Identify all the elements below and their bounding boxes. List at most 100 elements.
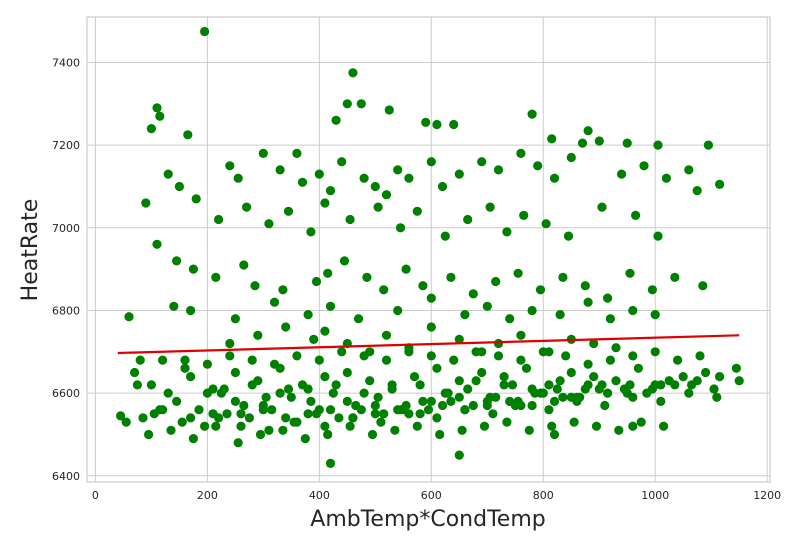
- data-point: [345, 421, 355, 431]
- data-point: [258, 148, 268, 158]
- data-point: [283, 206, 294, 216]
- data-point: [320, 372, 330, 382]
- data-point: [208, 409, 218, 419]
- data-point: [678, 372, 688, 382]
- data-point: [412, 421, 422, 431]
- data-point: [580, 281, 590, 291]
- data-point: [502, 227, 512, 237]
- data-point: [214, 214, 224, 225]
- data-point: [569, 417, 579, 427]
- data-point: [625, 268, 635, 278]
- data-point: [426, 322, 436, 332]
- data-point: [527, 109, 537, 119]
- data-point: [387, 384, 397, 394]
- data-point: [180, 355, 190, 365]
- data-point: [297, 177, 308, 187]
- data-point: [253, 330, 263, 340]
- data-point: [222, 409, 232, 419]
- data-point: [541, 219, 551, 229]
- data-point: [547, 134, 557, 144]
- data-point: [426, 396, 436, 406]
- data-point: [583, 359, 593, 369]
- data-point: [225, 351, 235, 361]
- data-point: [121, 417, 131, 427]
- data-point: [292, 148, 302, 158]
- data-point: [437, 400, 448, 411]
- data-point: [124, 312, 134, 322]
- data-point: [477, 367, 487, 378]
- data-point: [306, 227, 316, 237]
- x-tick-label: 1200: [753, 489, 781, 502]
- data-point: [219, 384, 229, 394]
- data-point: [516, 330, 526, 340]
- data-point: [449, 355, 459, 365]
- data-point: [242, 202, 252, 212]
- data-point: [384, 105, 394, 115]
- data-point: [300, 434, 310, 444]
- data-point: [379, 409, 389, 419]
- data-point: [146, 380, 156, 390]
- data-point: [432, 363, 442, 373]
- data-point: [191, 194, 201, 204]
- data-point: [650, 347, 660, 357]
- data-point: [477, 157, 487, 167]
- data-point: [527, 305, 537, 316]
- data-point: [563, 231, 574, 241]
- data-point: [558, 272, 568, 282]
- data-point: [348, 68, 358, 78]
- data-point: [172, 256, 182, 266]
- data-point: [247, 380, 257, 390]
- data-point: [323, 268, 333, 278]
- data-point: [158, 355, 168, 365]
- data-point: [597, 202, 607, 212]
- data-point: [404, 409, 414, 419]
- data-point: [454, 334, 464, 344]
- data-point: [258, 405, 268, 415]
- data-point: [244, 413, 254, 423]
- data-point: [659, 421, 669, 431]
- data-point: [135, 355, 145, 365]
- data-point: [555, 376, 565, 386]
- data-point: [488, 409, 498, 419]
- data-point: [709, 384, 719, 394]
- data-point: [146, 124, 156, 134]
- data-point: [454, 376, 464, 386]
- data-point: [482, 301, 492, 311]
- data-point: [572, 396, 582, 406]
- data-point: [631, 210, 641, 220]
- data-point: [267, 405, 277, 415]
- data-point: [468, 289, 478, 299]
- y-tick-label: 7400: [52, 56, 80, 69]
- data-point: [684, 165, 694, 175]
- data-point: [499, 380, 509, 390]
- data-point: [513, 268, 523, 278]
- data-point: [183, 130, 193, 140]
- data-point: [320, 421, 330, 431]
- data-point: [712, 392, 722, 402]
- data-point: [650, 310, 660, 320]
- data-point: [600, 400, 610, 411]
- data-point: [457, 425, 467, 435]
- data-point: [194, 405, 204, 415]
- data-point: [463, 384, 473, 394]
- data-point: [261, 392, 271, 402]
- data-point: [342, 367, 352, 378]
- data-point: [331, 380, 341, 390]
- data-point: [583, 297, 593, 307]
- data-point: [264, 425, 274, 435]
- data-point: [356, 99, 366, 109]
- data-point: [443, 388, 453, 398]
- data-point: [409, 372, 420, 382]
- x-grid: [94, 17, 768, 482]
- data-point: [446, 396, 456, 406]
- data-point: [186, 413, 196, 423]
- data-point: [673, 355, 683, 365]
- data-point: [603, 388, 613, 398]
- data-point: [460, 405, 470, 415]
- data-point: [247, 355, 257, 365]
- data-point: [404, 173, 414, 183]
- data-point: [698, 281, 708, 291]
- data-point: [144, 429, 154, 440]
